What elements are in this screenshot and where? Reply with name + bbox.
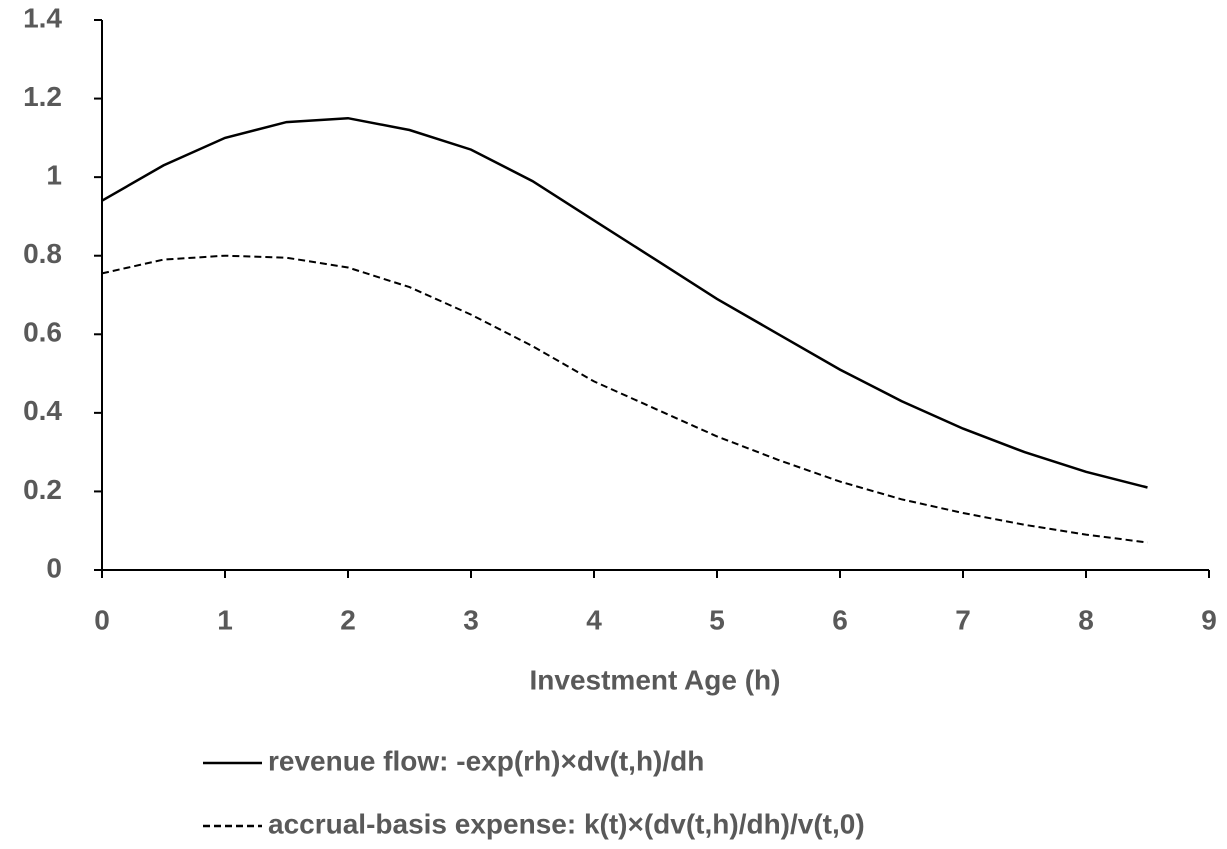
- x-tick-label: 5: [709, 604, 725, 635]
- x-axis-title: Investment Age (h): [530, 664, 781, 695]
- y-tick-label: 0.6: [23, 317, 62, 348]
- y-tick-label: 0.4: [23, 395, 62, 426]
- x-tick-label: 6: [832, 604, 848, 635]
- line-series: [101, 254, 1148, 544]
- x-tick-label: 4: [586, 604, 602, 635]
- y-tick-label: 0.2: [23, 474, 62, 505]
- y-tick-label: 1: [46, 160, 62, 191]
- x-tick-label: 2: [340, 604, 356, 635]
- x-tick-label: 0: [94, 604, 110, 635]
- x-tick-label: 1: [217, 604, 233, 635]
- line-series: [101, 116, 1148, 489]
- legend-label: revenue flow: -exp(rh)×dv(t,h)/dh: [268, 745, 704, 776]
- x-tick-label: 7: [955, 604, 971, 635]
- y-tick-label: 1.4: [23, 2, 62, 33]
- legend-label: accrual-basis expense: k(t)×(dv(t,h)/dh)…: [268, 808, 865, 839]
- x-tick-label: 3: [463, 604, 479, 635]
- x-tick-label: 8: [1078, 604, 1094, 635]
- y-tick-label: 0: [46, 552, 62, 583]
- y-tick-label: 0.8: [23, 238, 62, 269]
- y-tick-label: 1.2: [23, 81, 62, 112]
- x-tick-label: 9: [1201, 604, 1217, 635]
